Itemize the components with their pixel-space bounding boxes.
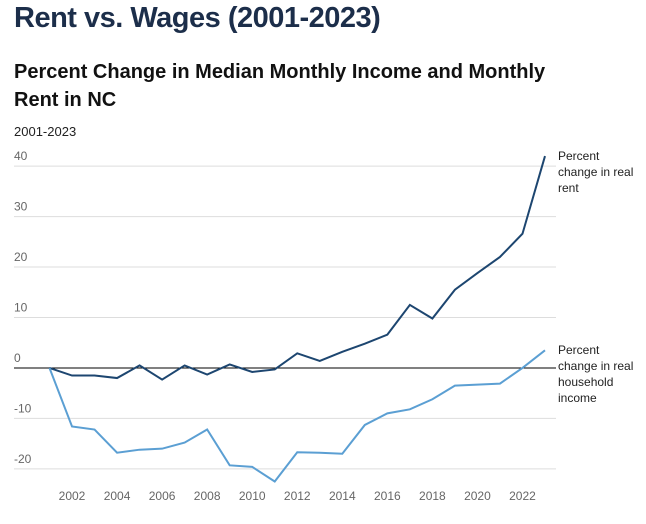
series-label: Percent change in real household income — [558, 343, 634, 406]
y-tick-label: 40 — [14, 149, 28, 163]
y-tick-label: -10 — [14, 401, 32, 415]
chart-subtitle: Percent Change in Median Monthly Income … — [14, 61, 546, 111]
x-tick-label: 2008 — [194, 489, 221, 503]
x-tick-label: 2022 — [509, 489, 536, 503]
x-tick-label: 2010 — [239, 489, 266, 503]
chart-title: Rent vs. Wages (2001-2023) — [14, 2, 381, 34]
y-tick-label: 10 — [14, 301, 28, 315]
y-tick-label: -20 — [14, 452, 32, 466]
line-series — [48, 349, 546, 483]
x-tick-label: 2002 — [59, 489, 86, 503]
x-tick-label: 2014 — [329, 489, 356, 503]
series-label: Percent change in real rent — [558, 149, 634, 196]
x-tick-label: 2006 — [149, 489, 176, 503]
y-tick-label: 0 — [14, 351, 21, 365]
date-range-note: 2001-2023 — [14, 124, 77, 139]
x-tick-label: 2018 — [419, 489, 446, 503]
x-tick-label: 2020 — [464, 489, 491, 503]
x-tick-label: 2016 — [374, 489, 401, 503]
x-tick-label: 2012 — [284, 489, 311, 503]
y-tick-label: 20 — [14, 250, 28, 264]
line-series — [49, 155, 546, 381]
y-tick-label: 30 — [14, 200, 28, 214]
x-tick-label: 2004 — [104, 489, 131, 503]
